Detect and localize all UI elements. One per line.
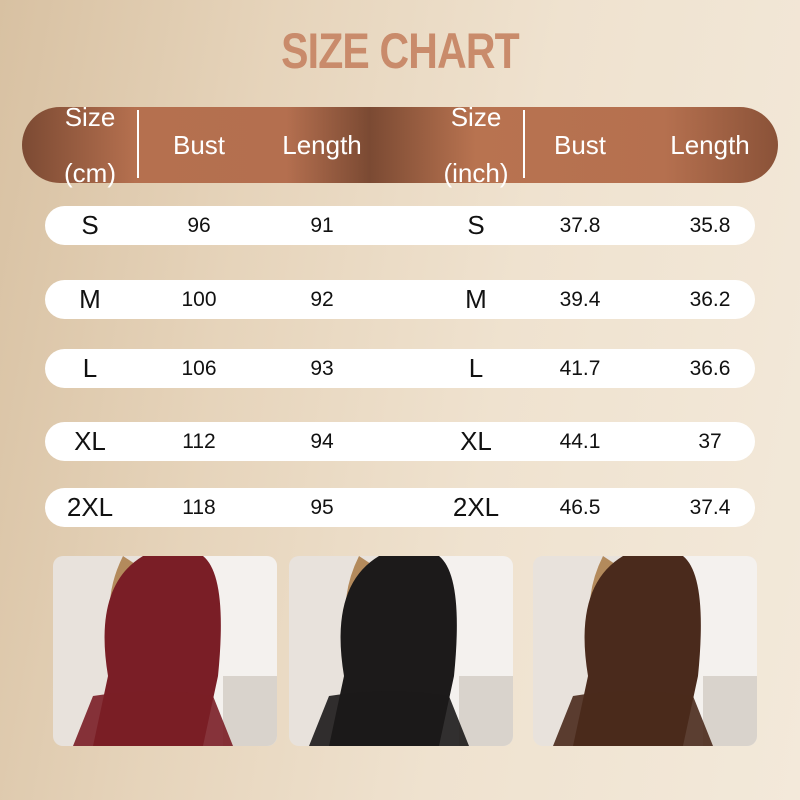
- size-cell: 2XL: [452, 492, 500, 522]
- table-header: Size (cm) Bust Length Size (inch) Bust Length: [22, 103, 778, 187]
- measure-cell: 36.6: [689, 356, 731, 380]
- table-row: M 100 92 M 39.4 36.2: [45, 280, 755, 319]
- measure-cell: 93: [310, 356, 334, 380]
- header-divider: [523, 110, 525, 178]
- header-divider: [137, 110, 139, 178]
- header-cell: Bust: [554, 107, 606, 183]
- header-cell: Length: [282, 107, 362, 183]
- measure-cell: 95: [310, 495, 334, 519]
- measure-cell: 92: [310, 287, 334, 311]
- size-cell: 2XL: [66, 492, 114, 522]
- page-title: SIZE CHART: [281, 23, 520, 79]
- table-row: XL 112 94 XL 44.1 37: [45, 422, 755, 461]
- size-cell: L: [82, 353, 98, 383]
- header-label: Size: [450, 102, 502, 132]
- header-unit: (cm): [64, 158, 116, 188]
- header-label: Bust: [172, 130, 226, 160]
- measure-cell: 96: [187, 213, 211, 237]
- measure-cell: 100: [181, 287, 217, 311]
- table-row: S 96 91 S 37.8 35.8: [45, 206, 755, 245]
- measure-cell: 35.8: [689, 213, 731, 237]
- measure-cell: 91: [310, 213, 334, 237]
- measure-cell: 41.7: [559, 356, 601, 380]
- header-label: Bust: [553, 130, 607, 160]
- product-photo: [53, 556, 277, 746]
- header-cell: Bust: [173, 107, 225, 183]
- measure-cell: 94: [310, 429, 334, 453]
- measure-cell: 112: [182, 429, 216, 453]
- size-cell: S: [467, 210, 485, 240]
- header-label: Length: [282, 130, 362, 160]
- measure-cell: 118: [182, 495, 216, 519]
- measure-cell: 44.1: [559, 429, 601, 453]
- header-unit: (inch): [443, 158, 509, 188]
- size-cell: L: [468, 353, 484, 383]
- header-cell: Size (cm): [64, 103, 116, 187]
- measure-cell: 37.8: [559, 213, 601, 237]
- measure-cell: 46.5: [559, 495, 601, 519]
- measure-cell: 106: [181, 356, 217, 380]
- table-row: L 106 93 L 41.7 36.6: [45, 349, 755, 388]
- size-cell: S: [81, 210, 99, 240]
- measure-cell: 37.4: [689, 495, 731, 519]
- size-cell: XL: [460, 426, 492, 456]
- header-cell: Length: [670, 107, 750, 183]
- header-cell: Size (inch): [443, 103, 508, 187]
- measure-cell: 36.2: [689, 287, 731, 311]
- size-cell: XL: [74, 426, 106, 456]
- measure-cell: 39.4: [559, 287, 601, 311]
- product-photo: [289, 556, 513, 746]
- table-row: 2XL 118 95 2XL 46.5 37.4: [45, 488, 755, 527]
- header-label: Size: [64, 102, 116, 132]
- product-photo: [533, 556, 757, 746]
- header-label: Length: [670, 130, 750, 160]
- measure-cell: 37: [698, 429, 722, 453]
- size-cell: M: [79, 284, 101, 314]
- size-cell: M: [465, 284, 487, 314]
